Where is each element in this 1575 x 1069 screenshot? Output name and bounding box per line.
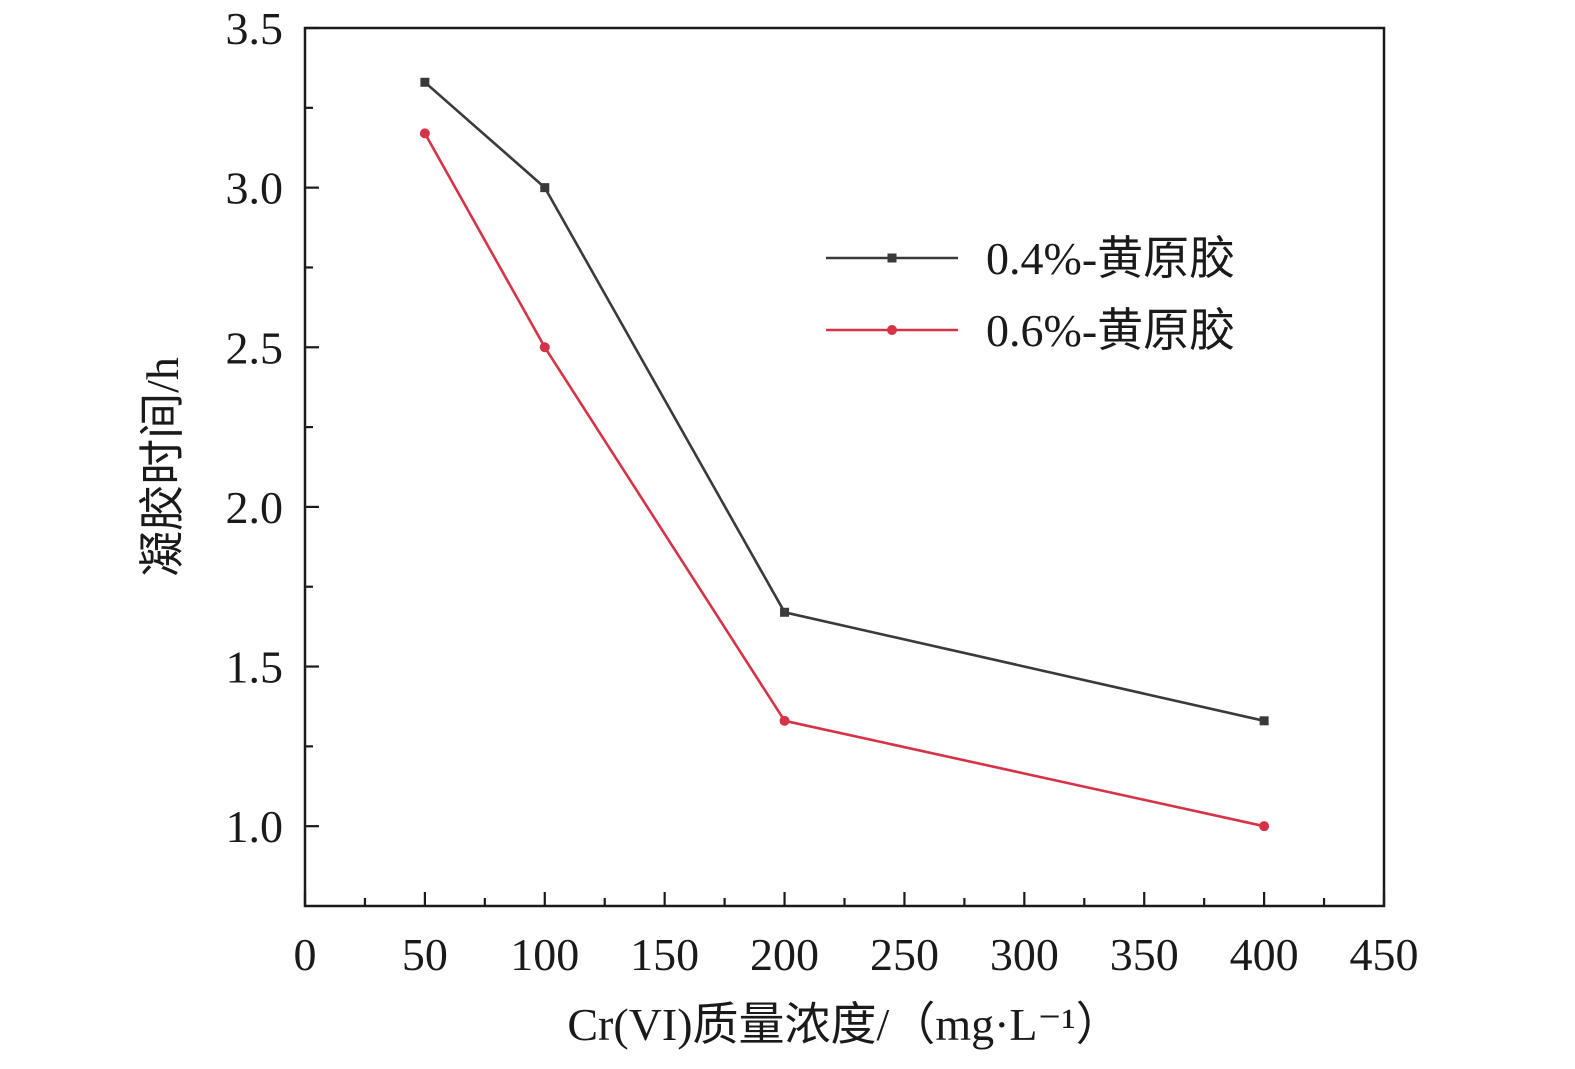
x-axis-title: Cr(VI)质量浓度/（mg·L⁻¹） — [567, 999, 1121, 1050]
data-point — [780, 607, 790, 617]
legend-marker — [887, 253, 897, 263]
legend-label: 0.6%-黄原胶 — [986, 305, 1235, 356]
data-point — [539, 342, 550, 353]
axes — [303, 26, 1386, 908]
y-axis-title: 凝胶时间/h — [137, 357, 188, 577]
series-2 — [419, 128, 1270, 832]
y-tick-label: 3.5 — [226, 3, 284, 54]
series — [419, 77, 1270, 832]
series-1 — [420, 77, 1269, 726]
plot-frame — [303, 26, 1386, 908]
legend-item: 0.4%-黄原胶 — [826, 233, 1235, 284]
data-point — [1259, 716, 1269, 726]
y-tick-label: 1.5 — [226, 642, 284, 693]
x-tick-label: 350 — [1110, 929, 1179, 980]
tick-labels: 0 50 100 150 200 250 300 350 400 450 1.0 1.5 2.0 2.5 3… — [226, 3, 1419, 980]
y-tick-label: 2.5 — [226, 322, 284, 373]
legend: 0.4%-黄原胶 0.6%-黄原胶 — [826, 233, 1235, 356]
x-tick-label: 450 — [1350, 929, 1419, 980]
x-tick-label: 0 — [294, 929, 317, 980]
data-point — [540, 183, 550, 193]
legend-label: 0.4%-黄原胶 — [986, 233, 1235, 284]
data-point — [420, 77, 430, 87]
y-tick-label: 2.0 — [226, 482, 284, 533]
x-tick-label: 400 — [1230, 929, 1299, 980]
ticks — [303, 26, 1386, 906]
x-tick-label: 100 — [510, 929, 579, 980]
x-tick-label: 200 — [750, 929, 819, 980]
y-tick-label: 3.0 — [226, 163, 284, 214]
legend-item: 0.6%-黄原胶 — [826, 305, 1235, 356]
series-line — [424, 81, 1265, 723]
x-tick-label: 50 — [402, 929, 448, 980]
data-point — [419, 128, 430, 139]
y-tick-label: 1.0 — [226, 801, 284, 852]
data-point — [779, 715, 790, 726]
series-line — [423, 132, 1265, 828]
data-point — [1259, 821, 1270, 832]
legend-marker — [887, 325, 897, 335]
x-tick-label: 250 — [870, 929, 939, 980]
x-tick-label: 150 — [630, 929, 699, 980]
x-tick-label: 300 — [990, 929, 1059, 980]
